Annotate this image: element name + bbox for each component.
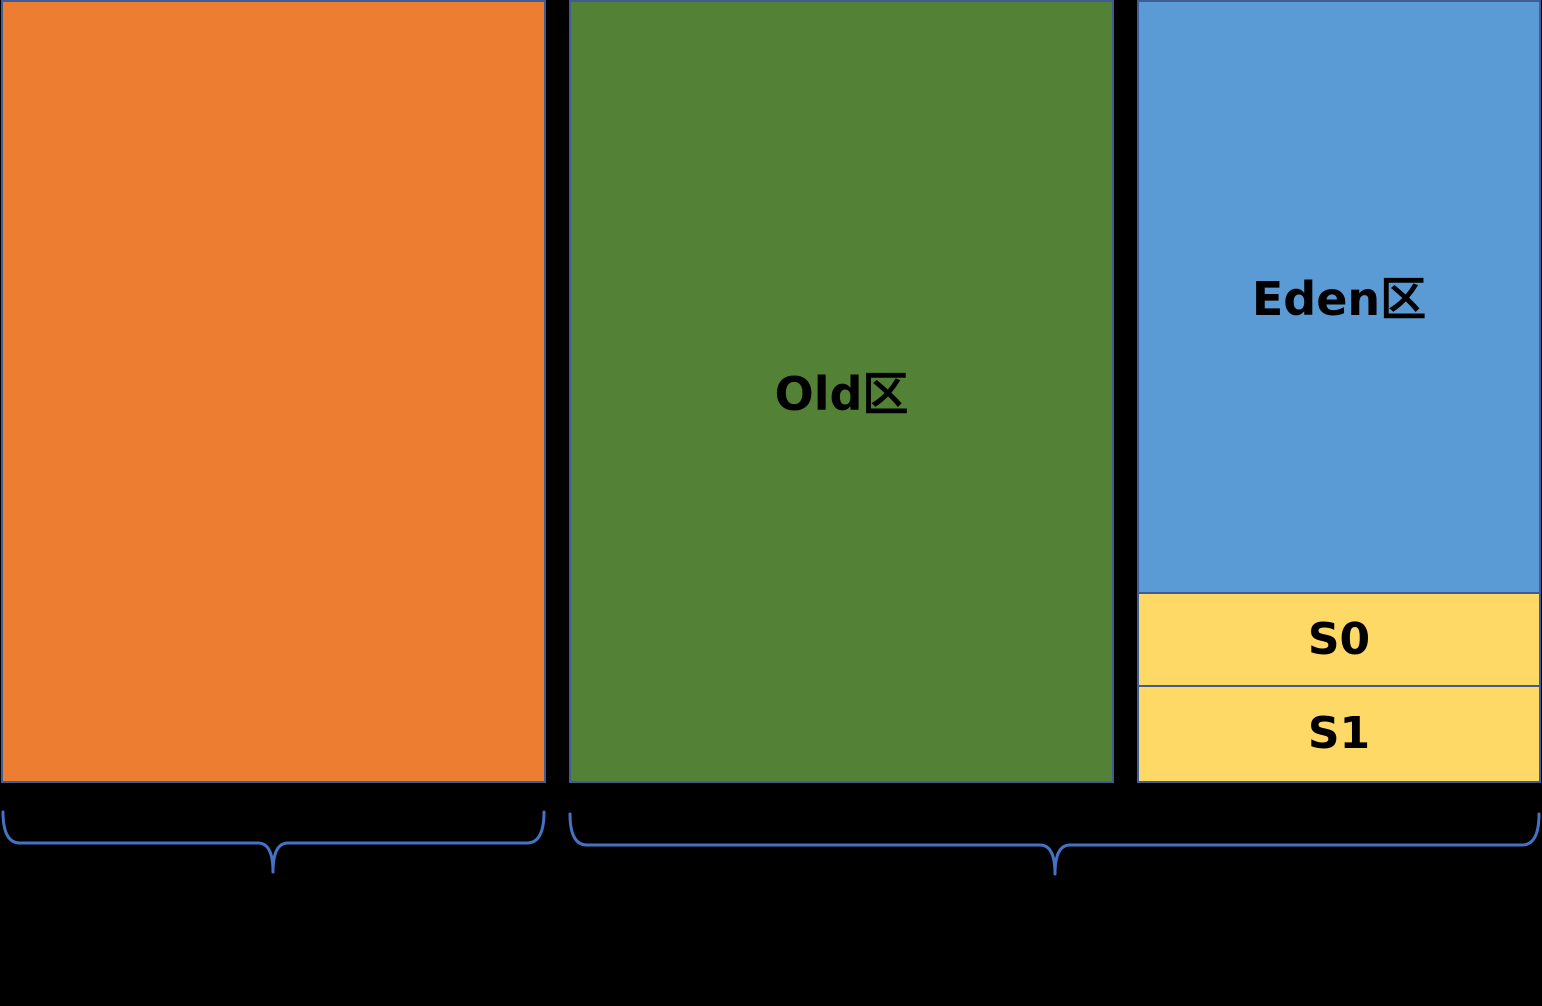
old-generation-block: Old区 (569, 0, 1114, 783)
eden-space-label: Eden区 (1251, 272, 1427, 326)
eden-space-block: Eden区 (1137, 0, 1541, 594)
survivor-s1-label: S1 (1307, 708, 1371, 759)
orange-memory-block (1, 0, 546, 783)
survivor-s0-block: S0 (1137, 592, 1541, 687)
survivor-s0-label: S0 (1307, 613, 1371, 665)
old-generation-label: Old区 (774, 366, 909, 421)
survivor-s1-block: S1 (1137, 685, 1541, 783)
right-brace (568, 812, 1541, 876)
left-brace (1, 810, 546, 874)
